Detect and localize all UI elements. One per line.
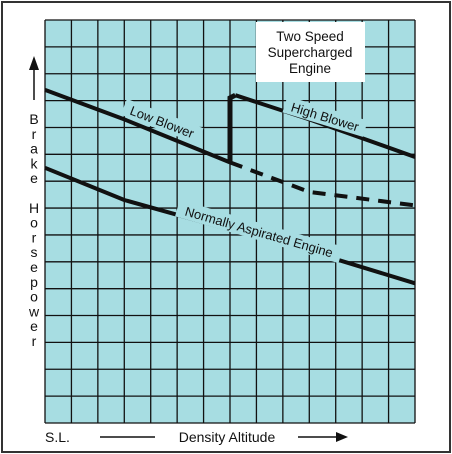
chart-title-line: Engine <box>289 61 331 76</box>
y-axis-label-letter: r <box>32 229 37 245</box>
y-axis-label-letter: H <box>29 200 39 216</box>
chart-title-line: Two Speed <box>276 29 344 44</box>
y-axis-label-letter: w <box>28 303 40 319</box>
y-axis-label-letter: e <box>30 259 38 275</box>
low-blower-extension-dashed-line <box>229 160 416 208</box>
x-origin-label: S.L. <box>45 429 70 445</box>
x-axis-label: Density Altitude <box>179 429 276 445</box>
curve-label-backdrop <box>282 96 368 137</box>
series-line-low-blower <box>44 88 231 165</box>
y-axis-label-letter: r <box>32 333 37 349</box>
x-axis-arrowhead <box>336 432 348 442</box>
blower-shift-step-line <box>227 92 237 163</box>
y-axis-label-letter: o <box>30 289 38 305</box>
y-axis-label-letter: e <box>30 318 38 334</box>
y-axis-label-letter: p <box>30 274 38 290</box>
curve-label-backdrop <box>120 98 204 145</box>
curve-label-backdrop <box>175 199 344 264</box>
y-axis-label-letter: r <box>32 126 37 142</box>
y-axis-label-letter: s <box>31 244 38 260</box>
y-axis-label-letter: k <box>31 155 39 171</box>
y-axis-label-letter: a <box>30 141 38 157</box>
y-axis-label-letter: B <box>29 111 38 127</box>
title-box <box>256 22 365 82</box>
y-axis-label-letter: e <box>30 170 38 186</box>
y-axis-arrowhead <box>29 56 39 70</box>
y-axis-label-letter: o <box>30 215 38 231</box>
chart-title-line: Supercharged <box>268 45 353 60</box>
